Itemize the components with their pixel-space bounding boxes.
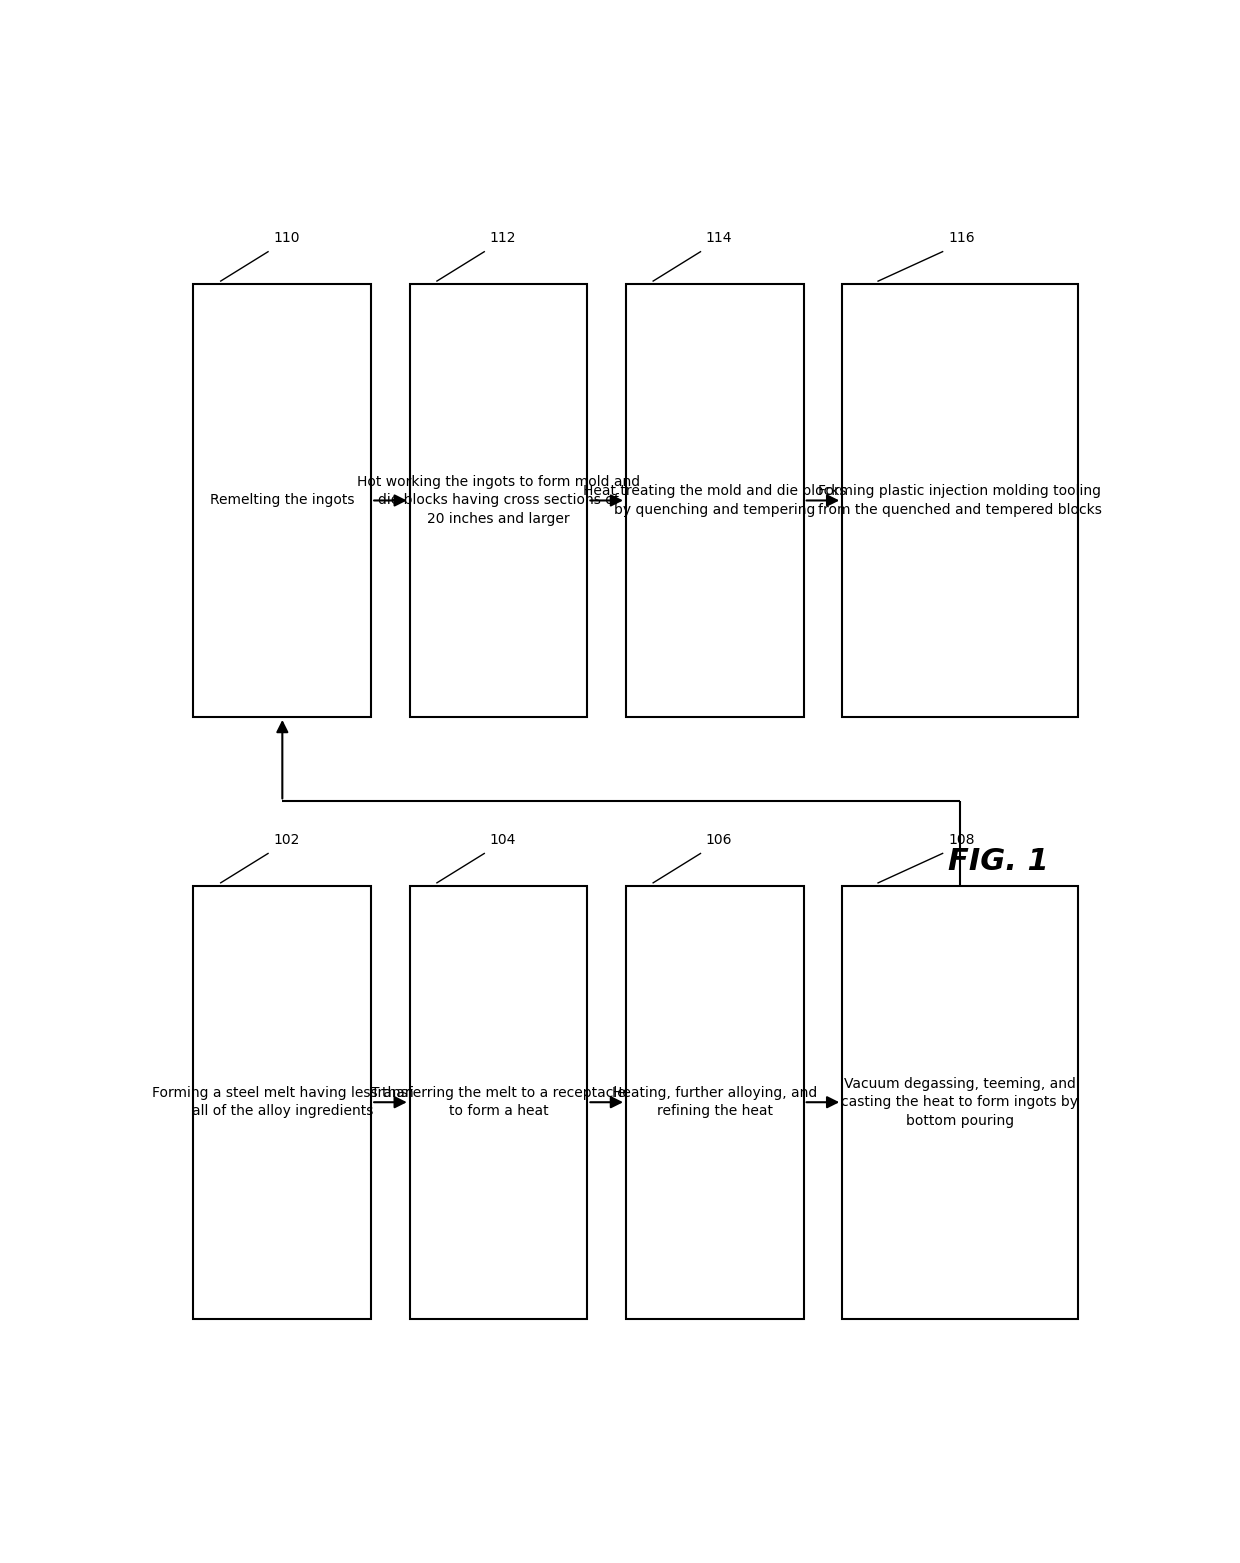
- Bar: [626, 284, 804, 717]
- Bar: [193, 284, 371, 717]
- Text: 114: 114: [706, 231, 733, 245]
- Text: Heating, further alloying, and
refining the heat: Heating, further alloying, and refining …: [613, 1086, 817, 1119]
- Text: 108: 108: [949, 833, 975, 847]
- Text: Hot working the ingots to form mold and
die blocks having cross sections of
20 i: Hot working the ingots to form mold and …: [357, 475, 640, 525]
- Bar: [842, 284, 1078, 717]
- Bar: [409, 284, 588, 717]
- Text: FIG. 1: FIG. 1: [949, 847, 1049, 875]
- Text: Remelting the ingots: Remelting the ingots: [210, 494, 355, 508]
- Text: Forming a steel melt having less than
all of the alloy ingredients: Forming a steel melt having less than al…: [151, 1086, 413, 1119]
- Text: 110: 110: [274, 231, 300, 245]
- Text: 116: 116: [949, 231, 975, 245]
- Text: 106: 106: [706, 833, 733, 847]
- Text: 104: 104: [490, 833, 516, 847]
- Text: 102: 102: [274, 833, 300, 847]
- Bar: [626, 886, 804, 1319]
- Bar: [409, 886, 588, 1319]
- Text: Vacuum degassing, teeming, and
casting the heat to form ingots by
bottom pouring: Vacuum degassing, teeming, and casting t…: [841, 1077, 1079, 1127]
- Text: Heat treating the mold and die blocks
by quenching and tempering: Heat treating the mold and die blocks by…: [583, 485, 847, 517]
- Bar: [842, 886, 1078, 1319]
- Text: Forming plastic injection molding tooling
from the quenched and tempered blocks: Forming plastic injection molding toolin…: [818, 485, 1102, 517]
- Text: Transferring the melt to a receptacle
to form a heat: Transferring the melt to a receptacle to…: [371, 1086, 626, 1119]
- Text: 112: 112: [490, 231, 516, 245]
- Bar: [193, 886, 371, 1319]
